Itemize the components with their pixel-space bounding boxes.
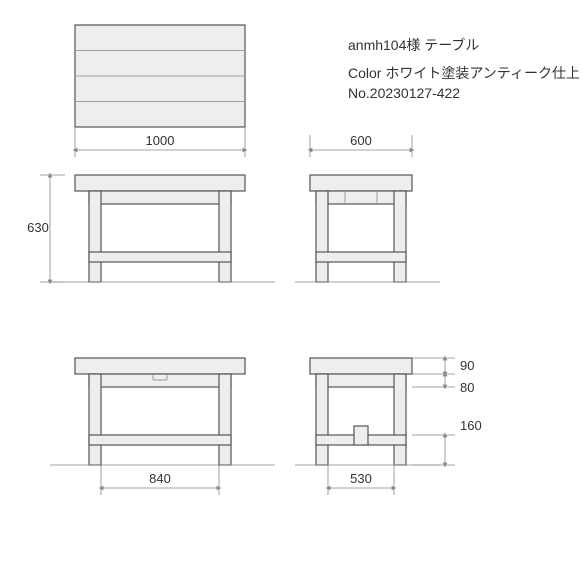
title-line1: anmh104様 テーブル (348, 37, 479, 53)
dim-530-label: 530 (350, 471, 372, 486)
dim-1000-top: 1000 (75, 127, 245, 157)
title-line3: No.20230127-422 (348, 85, 460, 101)
svg-text:630: 630 (27, 220, 49, 235)
title-line2: Color ホワイト塗装アンティーク仕上 (348, 65, 580, 81)
front-view-lower (50, 358, 275, 465)
dim-630: 630 (27, 175, 65, 282)
dim-1000-top-label: 1000 (146, 133, 175, 148)
dim-80-label: 80 (460, 380, 474, 395)
dim-600-top-label: 600 (350, 133, 372, 148)
dim-90-label: 90 (460, 358, 474, 373)
front-view (50, 175, 275, 282)
dim-600-top: 600 (310, 133, 412, 157)
dim-stack-right: 90 80 160 (412, 358, 482, 465)
side-view (295, 175, 440, 282)
dim-160-label: 160 (460, 418, 482, 433)
top-view (75, 25, 245, 127)
dim-530: 530 (328, 465, 394, 495)
dim-840: 840 (101, 465, 219, 495)
dim-840-label: 840 (149, 471, 171, 486)
